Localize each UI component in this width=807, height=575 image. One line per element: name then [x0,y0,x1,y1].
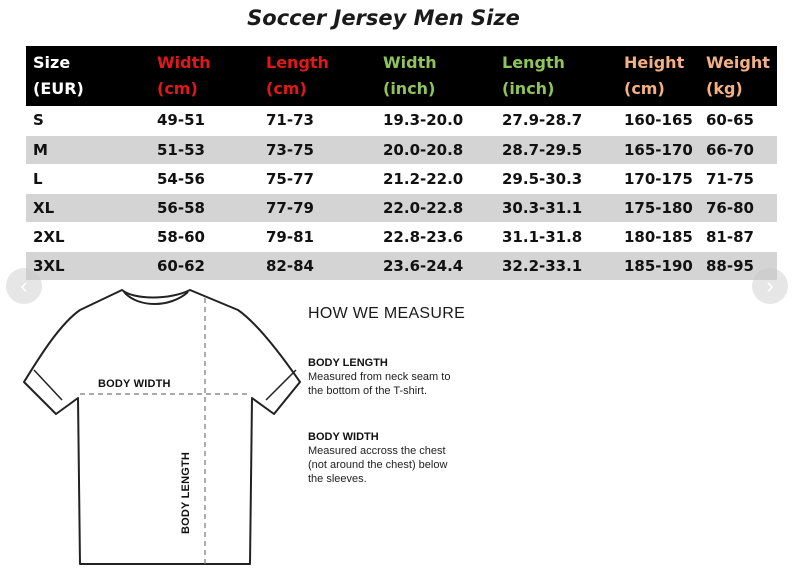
column-header-label: Size [33,53,71,72]
column-header-label: Width [157,53,211,72]
table-cell: 19.3-20.0 [376,106,495,136]
column-header-unit: (EUR) [33,79,84,98]
table-cell: 180-185 [617,222,699,252]
table-cell: 20.0-20.8 [376,135,495,165]
column-header-unit: (kg) [706,79,743,98]
column-header: Length (cm) [259,46,376,106]
column-header-label: Length [502,53,565,72]
column-header-label: Length [266,53,329,72]
table-cell: 51-53 [150,135,259,165]
body-length-text: Measured from neck seam to the bottom of… [308,371,451,397]
body-width-label: BODY WIDTH [98,378,171,390]
table-cell: 21.2-22.0 [376,164,495,194]
table-row: XL 56-58 77-79 22.0-22.8 30.3-31.1 175-180 76-… [26,193,777,223]
carousel-prev-button[interactable]: ‹ [6,268,42,304]
size-table: Size (EUR) Width (cm) Length (cm) Width (inch) L… [26,46,777,281]
table-cell: 49-51 [150,106,259,136]
column-header-label: Height [624,53,685,72]
table-cell: 75-77 [259,164,376,194]
table-cell: 29.5-30.3 [495,164,617,194]
size-cell: 2XL [26,222,150,252]
table-cell: 31.1-31.8 [495,222,617,252]
table-cell: 82-84 [259,251,376,281]
table-cell: 23.6-24.4 [376,251,495,281]
table-cell: 88-95 [699,251,777,281]
body-width-description: BODY WIDTH Measured accross the chest (n… [308,430,488,486]
table-cell: 22.8-23.6 [376,222,495,252]
chevron-left-icon: ‹ [20,273,28,298]
size-cell: 3XL [26,251,150,281]
body-width-text: Measured accross the chest (not around t… [308,445,448,485]
table-cell: 73-75 [259,135,376,165]
table-cell: 185-190 [617,251,699,281]
table-cell: 30.3-31.1 [495,193,617,223]
table-cell: 56-58 [150,193,259,223]
table-cell: 160-165 [617,106,699,136]
table-cell: 71-75 [699,164,777,194]
body-length-description: BODY LENGTH Measured from neck seam to t… [308,356,488,398]
column-header: Width (cm) [150,46,259,106]
table-cell: 71-73 [259,106,376,136]
size-cell: L [26,164,150,194]
size-cell: M [26,135,150,165]
table-cell: 27.9-28.7 [495,106,617,136]
body-width-title: BODY WIDTH [308,431,379,443]
table-cell: 32.2-33.1 [495,251,617,281]
column-header: Size (EUR) [26,46,150,106]
table-body: S 49-51 71-73 19.3-20.0 27.9-28.7 160-165 60-6… [26,106,777,281]
table-cell: 66-70 [699,135,777,165]
table-cell: 175-180 [617,193,699,223]
tshirt-diagram [23,289,301,565]
column-header-unit: (cm) [157,79,198,98]
chevron-right-icon: › [766,273,774,298]
column-header: Weight (kg) [699,46,777,106]
table-row: M 51-53 73-75 20.0-20.8 28.7-29.5 165-170 66-7… [26,135,777,165]
table-header-row: Size (EUR) Width (cm) Length (cm) Width (inch) L… [26,46,777,106]
tshirt-outline [23,289,301,565]
table-cell: 170-175 [617,164,699,194]
carousel-next-button[interactable]: › [752,268,788,304]
table-cell: 58-60 [150,222,259,252]
column-header-unit: (cm) [624,79,665,98]
size-cell: S [26,106,150,136]
table-row: 3XL 60-62 82-84 23.6-24.4 32.2-33.1 185-190 88… [26,251,777,281]
body-length-label: BODY LENGTH [180,451,192,535]
column-header: Height (cm) [617,46,699,106]
table-cell: 60-62 [150,251,259,281]
table-cell: 165-170 [617,135,699,165]
table-row: L 54-56 75-77 21.2-22.0 29.5-30.3 170-175 71-7… [26,164,777,194]
column-header: Length (inch) [495,46,617,106]
tshirt-collar [123,291,189,305]
column-header-label: Weight [706,53,770,72]
table-cell: 81-87 [699,222,777,252]
table-cell: 22.0-22.8 [376,193,495,223]
table-cell: 77-79 [259,193,376,223]
page-title: Soccer Jersey Men Size [247,6,520,30]
how-we-measure-heading: HOW WE MEASURE [308,305,466,322]
table-cell: 60-65 [699,106,777,136]
body-length-title: BODY LENGTH [308,357,388,369]
table-cell: 79-81 [259,222,376,252]
column-header-unit: (inch) [383,79,436,98]
table-cell: 76-80 [699,193,777,223]
column-header-unit: (inch) [502,79,555,98]
table-cell: 28.7-29.5 [495,135,617,165]
table-row: 2XL 58-60 79-81 22.8-23.6 31.1-31.8 180-185 81… [26,222,777,252]
column-header-label: Width [383,53,437,72]
table-cell: 54-56 [150,164,259,194]
size-cell: XL [26,193,150,223]
column-header-unit: (cm) [266,79,307,98]
table-row: S 49-51 71-73 19.3-20.0 27.9-28.7 160-165 60-6… [26,106,777,136]
column-header: Width (inch) [376,46,495,106]
